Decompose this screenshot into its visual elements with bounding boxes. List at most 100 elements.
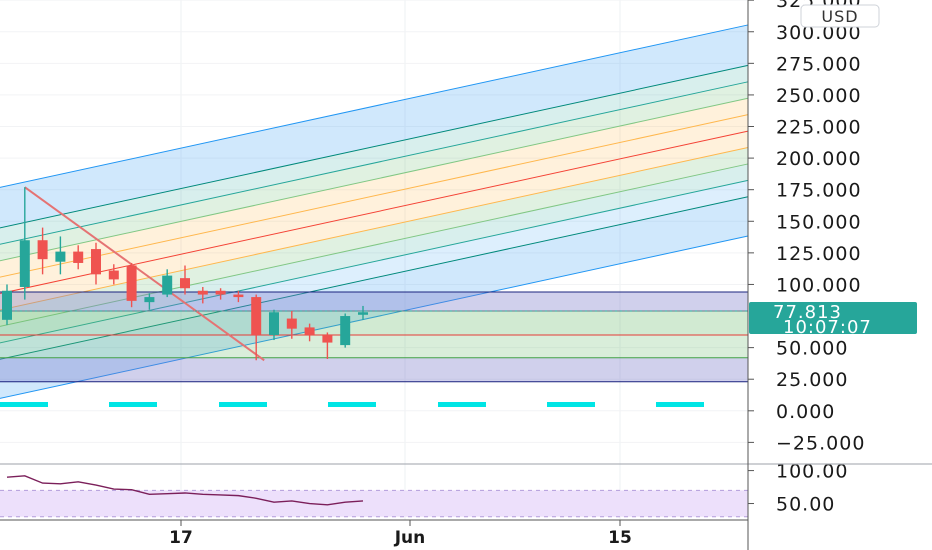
pitchfork-zone [0,180,748,360]
dash-marker [438,402,486,407]
candle[interactable] [358,305,368,320]
time-tick-label: Jun [394,528,426,548]
pitchfork-line [0,97,749,262]
price-tick-label: 25.000 [776,369,848,391]
candle[interactable] [286,310,297,339]
candle-body [197,290,208,295]
candle[interactable] [144,293,155,310]
dash-markers [0,402,704,407]
time-axis[interactable]: 17 Jun 15 [169,520,632,548]
price-tick-label: 275.000 [776,53,862,75]
pitchfork-line [0,24,749,188]
price-tick-label: 100.000 [776,274,862,296]
candle[interactable] [108,264,119,285]
candle[interactable] [251,294,262,361]
pitchfork-zone [0,24,748,228]
pitchfork-line [0,147,749,311]
price-tick-label: 225.000 [776,117,862,139]
candle-body [19,240,30,287]
candle[interactable] [180,265,190,295]
last-price-badge: 77.813 10:07:07 [749,302,917,338]
dash-marker [656,402,704,407]
time-tick-label: 17 [169,528,193,548]
candle-body [340,316,351,346]
rsi-band [0,490,748,517]
pitchfork-line [0,64,749,229]
candle-body [73,251,84,263]
rsi-panel[interactable]: 100.00 50.00 [0,461,848,518]
candle[interactable] [19,187,30,300]
candle[interactable] [340,313,351,348]
dash-marker [0,402,48,407]
candle[interactable] [2,284,12,325]
candle-body [215,290,226,295]
horizontal-levels[interactable] [0,291,748,383]
currency-label: USD [821,7,858,26]
rsi-line[interactable] [6,475,364,506]
candle-body [180,278,190,289]
candle[interactable] [304,323,315,342]
dash-marker [328,402,376,407]
pitchfork-zone [0,81,748,261]
candle[interactable] [233,290,244,303]
candle-body [304,327,315,335]
candle-body [269,312,279,335]
candle[interactable] [55,236,66,275]
candle-body [322,334,333,343]
candle-body [126,265,137,301]
pitchfork-zone [0,196,748,399]
candle-body [251,297,262,335]
candle-body [108,270,119,280]
candle[interactable] [126,262,137,308]
candlestick-series[interactable] [2,187,368,361]
candle-body [233,294,244,298]
price-tick-label: 150.000 [776,211,862,233]
price-tick-label: 175.000 [776,180,862,202]
candle[interactable] [269,309,279,341]
currency-button[interactable]: USD [800,4,880,28]
price-tick-label: 250.000 [776,85,862,107]
candle[interactable] [73,245,84,270]
dash-marker [547,402,595,407]
candle[interactable] [37,227,48,275]
price-tick-label: 50.000 [776,338,848,360]
pitchfork-line [0,81,749,245]
last-price-label: 77.813 [773,302,842,323]
candle[interactable] [215,288,226,300]
candle[interactable] [197,286,208,304]
pitchfork-line [0,130,749,295]
candle[interactable] [162,269,173,298]
dash-marker [109,402,157,407]
candle-body [55,251,66,262]
level-zone [0,292,748,311]
pitchfork-zone [0,131,748,310]
candle-body [144,297,155,303]
pitchfork-drawing[interactable] [0,24,749,401]
pitchfork-line [0,114,749,278]
candle-body [37,240,48,260]
pitchfork-line [0,196,749,360]
level-zone [0,334,748,358]
pitchfork-zone [0,163,748,343]
candle[interactable] [322,332,333,359]
grid [0,0,748,520]
rsi-tick-label: 100.00 [776,461,848,483]
price-tick-label: 200.000 [776,148,862,170]
trend-line[interactable] [24,186,265,362]
trend-line-drawing[interactable] [0,186,748,362]
pitchfork-zone [0,98,748,278]
rsi-tick-label: 50.00 [776,494,835,516]
level-zone [0,310,748,335]
price-tick-label: 0.000 [776,401,835,423]
candle[interactable] [91,242,101,285]
dash-marker [219,402,267,407]
pitchfork-line [0,235,749,399]
pitchfork-zone [0,65,748,245]
level-zone [0,357,748,382]
price-tick-label: −25.000 [776,432,865,454]
countdown-label: 10:07:07 [783,317,872,338]
candle-body [286,318,297,329]
pitchfork-zone [0,114,748,294]
time-tick-label: 15 [608,528,632,548]
